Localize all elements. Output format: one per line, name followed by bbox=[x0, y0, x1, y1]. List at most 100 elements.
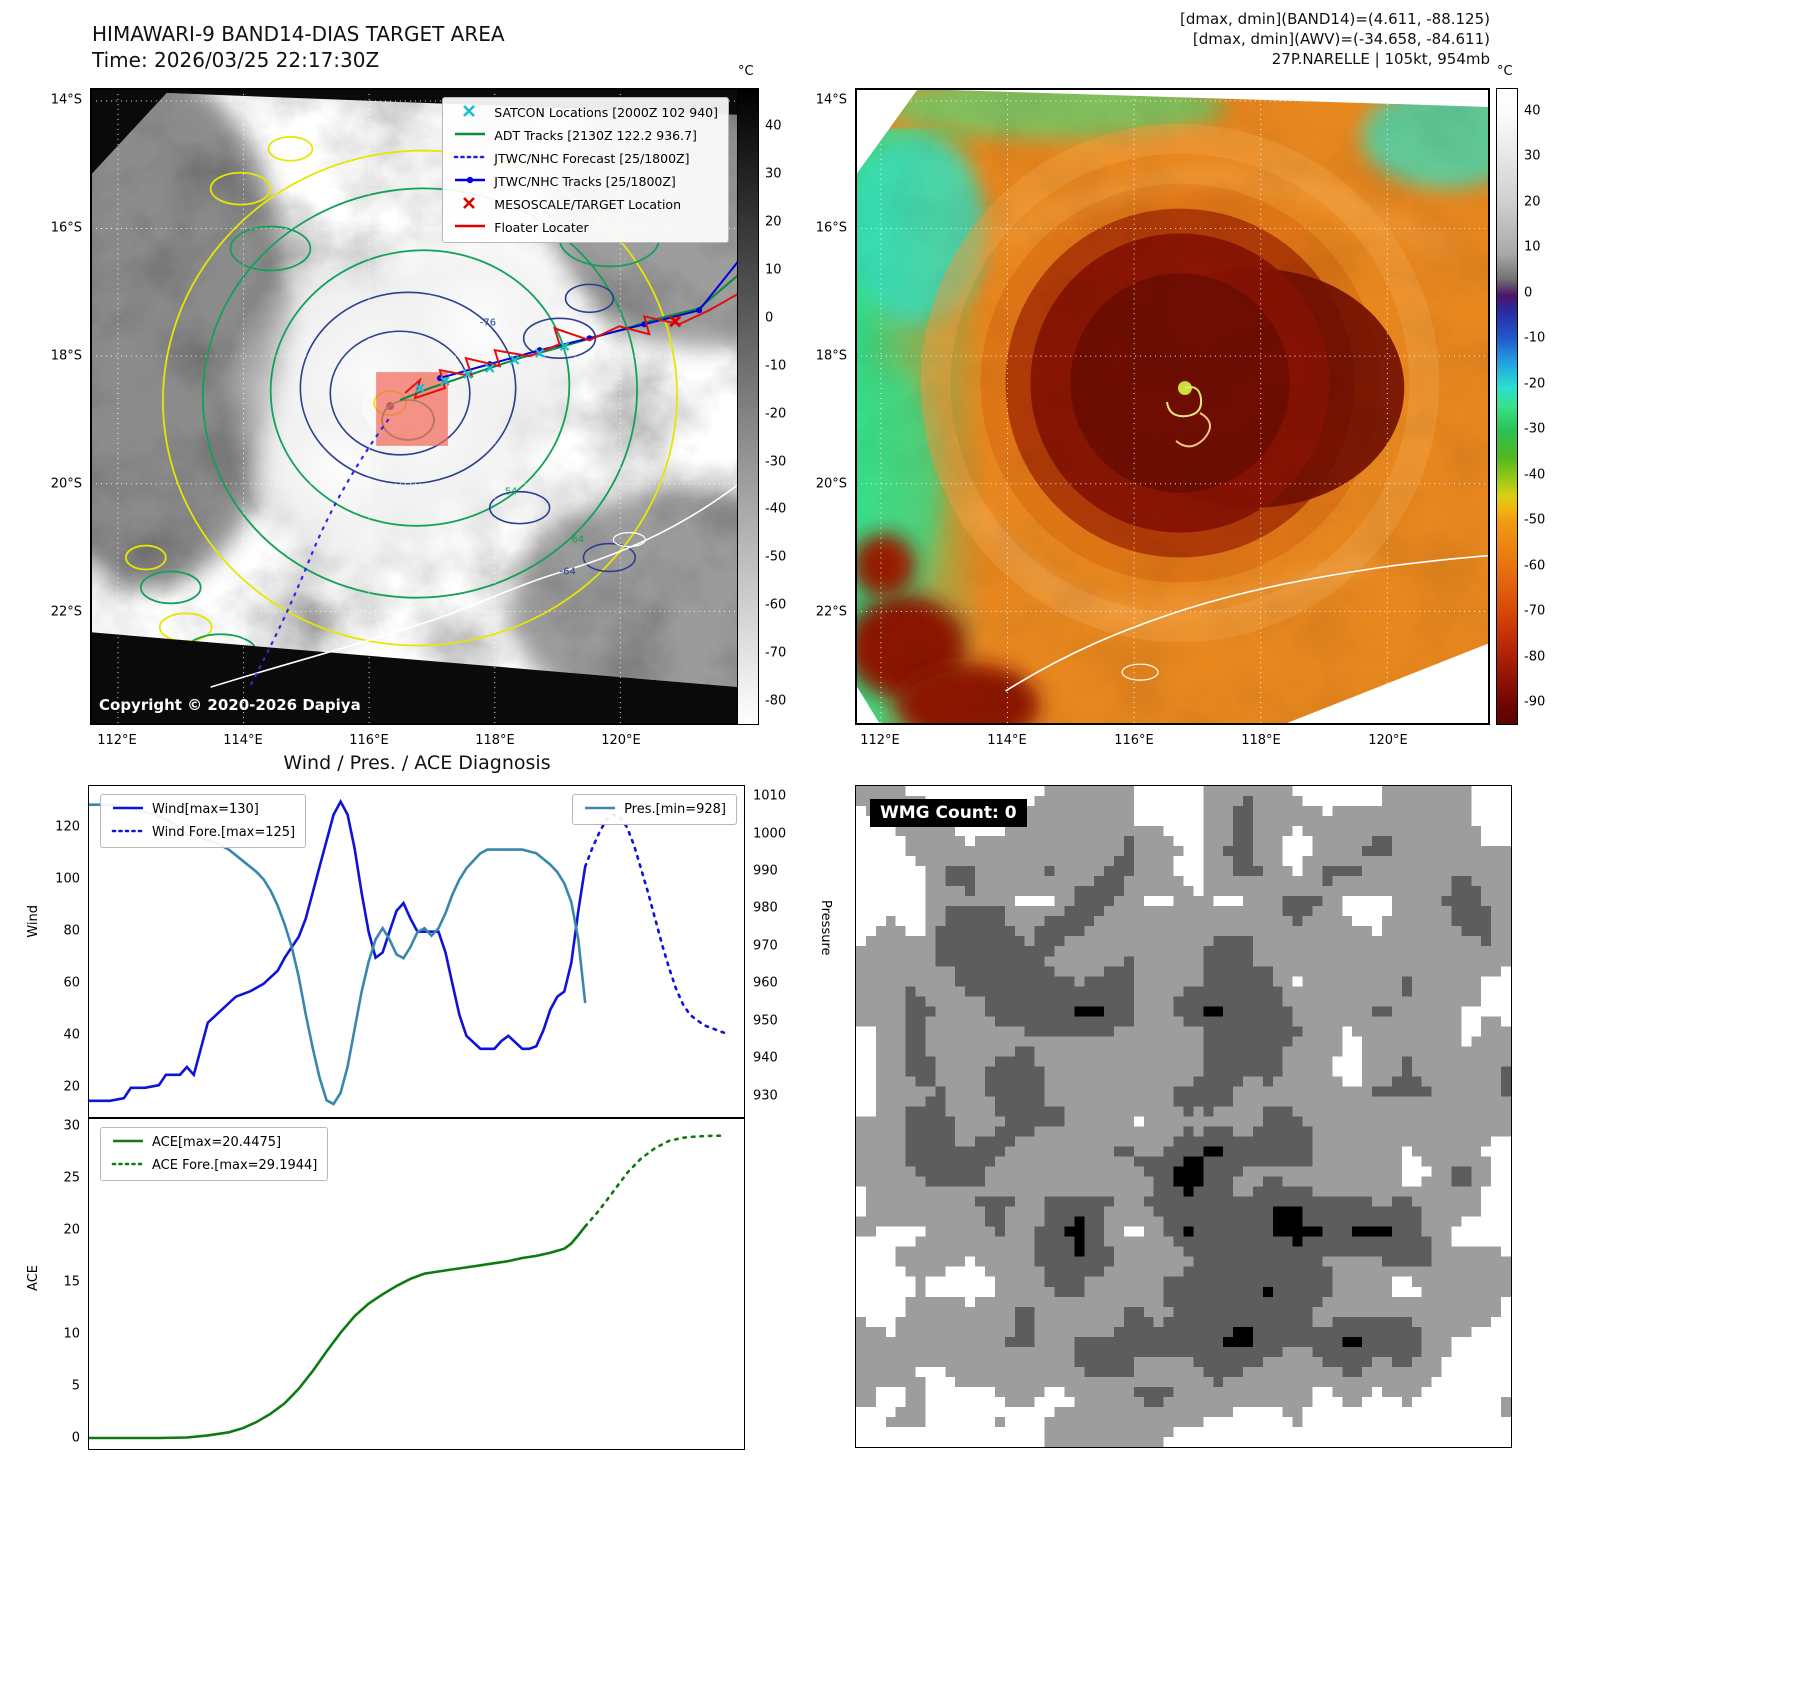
legend-label: Wind Fore.[max=125] bbox=[152, 825, 296, 840]
legend-item: Floater Locater bbox=[453, 218, 718, 237]
band14-lon-tick: 112°E bbox=[97, 733, 137, 748]
legend-marker-line bbox=[453, 218, 487, 237]
chart-ytick: 80 bbox=[63, 923, 80, 939]
pressure-axis-label: Pressure bbox=[818, 900, 833, 956]
diagnosis-chart-title: Wind / Pres. / ACE Diagnosis bbox=[283, 752, 551, 774]
chart-ytick-right: 930 bbox=[753, 1088, 778, 1104]
awv-colorbar-tick: -40 bbox=[1524, 467, 1546, 483]
awv-colorbar-tick: 10 bbox=[1524, 239, 1541, 255]
band14-grid bbox=[91, 89, 739, 724]
legend-label: ACE[max=20.4475] bbox=[152, 1135, 282, 1150]
awv-lat-tick: 16°S bbox=[815, 220, 847, 236]
band14-map-panel: -76 54 -64 64 SATCON Locations [2000Z 102 9… bbox=[90, 88, 740, 725]
forecast-track-line bbox=[247, 418, 390, 691]
band14-colorbar-tick: -50 bbox=[765, 549, 787, 565]
pressure-legend: Pres.[min=928] bbox=[572, 794, 737, 825]
band14-colorbar-tick: -10 bbox=[765, 358, 787, 374]
band14-lat-tick: 20°S bbox=[50, 476, 82, 492]
band14-colorbar-tick: 10 bbox=[765, 262, 782, 278]
awv-lon-tick: 114°E bbox=[987, 733, 1027, 748]
chart-ytick: 40 bbox=[63, 1027, 80, 1043]
legend-item: ACE Fore.[max=29.1944] bbox=[111, 1156, 317, 1175]
floater-locater-line bbox=[404, 292, 740, 400]
ace-legend: ACE[max=20.4475] ACE Fore.[max=29.1944] bbox=[100, 1127, 329, 1181]
series-pres-min-928- bbox=[89, 803, 587, 1106]
chart-ytick-right: 1010 bbox=[753, 788, 787, 804]
chart-ytick: 20 bbox=[63, 1222, 80, 1238]
band14-lat-tick: 22°S bbox=[50, 604, 82, 620]
legend-label: Pres.[min=928] bbox=[624, 802, 726, 817]
awv-colorbar-tick: 30 bbox=[1524, 148, 1541, 164]
legend-label: MESOSCALE/TARGET Location bbox=[494, 197, 682, 212]
band14-colorbar-tick: 20 bbox=[765, 214, 782, 230]
legend-label: SATCON Locations [2000Z 102 940] bbox=[494, 105, 718, 120]
wind-legend: Wind[max=130] Wind Fore.[max=125] bbox=[100, 794, 307, 848]
chart-ytick-right: 980 bbox=[753, 900, 778, 916]
legend-label: Floater Locater bbox=[494, 220, 589, 235]
chart-ytick: 5 bbox=[71, 1378, 80, 1394]
band14-legend: SATCON Locations [2000Z 102 940] ADT Trac… bbox=[442, 97, 729, 243]
legend-marker-line bbox=[453, 126, 487, 145]
chart-ytick: 15 bbox=[63, 1274, 80, 1290]
legend-item: ADT Tracks [2130Z 122.2 936.7] bbox=[453, 126, 718, 145]
chart-ytick-right: 950 bbox=[753, 1013, 778, 1029]
copyright-text: Copyright © 2020-2026 Dapiya bbox=[99, 696, 361, 714]
satcon-markers bbox=[415, 341, 570, 393]
chart-lines bbox=[89, 1134, 727, 1440]
band14-colorbar-tick: -40 bbox=[765, 501, 787, 517]
band14-lon-tick: 114°E bbox=[223, 733, 263, 748]
wind-axis-label: Wind bbox=[26, 905, 41, 938]
legend-label: ACE Fore.[max=29.1944] bbox=[152, 1158, 318, 1173]
awv-colorbar-tick: -90 bbox=[1524, 694, 1546, 710]
band14-colorbar-tick: -70 bbox=[765, 645, 787, 661]
band14-colorbar-unit: °C bbox=[738, 64, 754, 79]
chart-ytick: 10 bbox=[63, 1326, 80, 1342]
awv-colorbar-tick: -80 bbox=[1524, 649, 1546, 665]
awv-colorbar-tick: 0 bbox=[1524, 285, 1533, 301]
series-wind-max-130- bbox=[89, 798, 587, 1103]
chart-ytick: 100 bbox=[55, 871, 80, 887]
awv-satellite-image bbox=[856, 89, 1490, 724]
awv-coastline bbox=[1005, 554, 1490, 692]
band14-colorbar-tick: -60 bbox=[765, 597, 787, 613]
band14-contours bbox=[112, 135, 678, 672]
chart-ytick-right: 970 bbox=[753, 938, 778, 954]
awv-lon-tick: 120°E bbox=[1368, 733, 1408, 748]
contour-label: -76 bbox=[480, 317, 496, 328]
wmg-microwave-image bbox=[856, 786, 1511, 1447]
band14-lon-tick: 116°E bbox=[349, 733, 389, 748]
legend-item: Wind Fore.[max=125] bbox=[111, 823, 295, 842]
band14-colorbar bbox=[737, 88, 759, 725]
series-ace-fore-max-29-1944- bbox=[583, 1134, 727, 1228]
chart-ytick-right: 940 bbox=[753, 1050, 778, 1066]
band14-colorbar-tick: 40 bbox=[765, 118, 782, 134]
legend-item: ACE[max=20.4475] bbox=[111, 1133, 317, 1152]
chart-ytick-right: 1000 bbox=[753, 826, 787, 842]
legend-label: JTWC/NHC Forecast [25/1800Z] bbox=[494, 151, 690, 166]
ace-axis-label: ACE bbox=[26, 1265, 41, 1291]
target-area-box bbox=[376, 372, 448, 446]
series-ace-max-20-4475- bbox=[89, 1225, 587, 1440]
band14-colorbar-tick: 30 bbox=[765, 166, 782, 182]
contour-label: 54 bbox=[505, 487, 518, 498]
awv-colorbar-tick: 40 bbox=[1524, 103, 1541, 119]
chart-ytick: 20 bbox=[63, 1079, 80, 1095]
band14-title: HIMAWARI-9 BAND14-DIAS TARGET AREA bbox=[92, 22, 505, 46]
legend-marker-line bbox=[111, 1133, 145, 1152]
chart-ytick-right: 960 bbox=[753, 975, 778, 991]
awv-lat-tick: 22°S bbox=[815, 604, 847, 620]
band14-lat-tick: 16°S bbox=[50, 220, 82, 236]
awv-colorbar-tick: -20 bbox=[1524, 376, 1546, 392]
legend-marker-x bbox=[453, 195, 487, 214]
awv-header-line3: 27P.NARELLE | 105kt, 954mb bbox=[1271, 50, 1490, 68]
wmg-count-label: WMG Count: 0 bbox=[870, 799, 1027, 827]
band14-colorbar-tick: -30 bbox=[765, 454, 787, 470]
band14-lon-tick: 120°E bbox=[601, 733, 641, 748]
awv-lon-tick: 116°E bbox=[1114, 733, 1154, 748]
awv-lat-tick: 20°S bbox=[815, 476, 847, 492]
band14-colorbar-tick: -20 bbox=[765, 406, 787, 422]
awv-grid bbox=[856, 89, 1489, 724]
awv-colored-clouds bbox=[856, 89, 1489, 724]
adt-track-line bbox=[399, 273, 740, 401]
